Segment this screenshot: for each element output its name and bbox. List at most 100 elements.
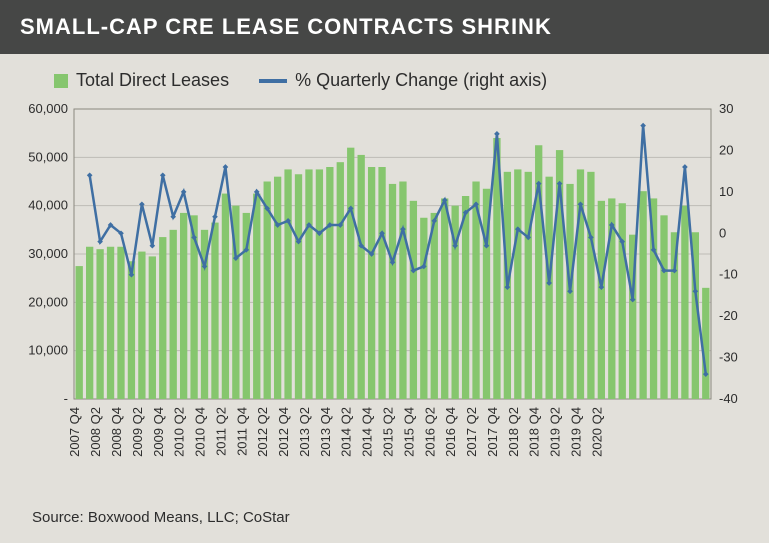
bar <box>525 172 532 399</box>
svg-text:2014 Q4: 2014 Q4 <box>360 407 375 457</box>
svg-text:2014 Q2: 2014 Q2 <box>339 407 354 457</box>
bar <box>128 261 135 399</box>
legend-label-bars: Total Direct Leases <box>76 70 229 91</box>
svg-text:2019 Q4: 2019 Q4 <box>568 407 583 457</box>
legend-label-line: % Quarterly Change (right axis) <box>295 70 547 91</box>
line-marker <box>149 243 155 249</box>
svg-text:2013 Q4: 2013 Q4 <box>318 407 333 457</box>
line-marker <box>223 164 229 170</box>
svg-text:2019 Q2: 2019 Q2 <box>548 407 563 457</box>
svg-text:2015 Q2: 2015 Q2 <box>381 407 396 457</box>
legend-swatch-line <box>259 79 287 83</box>
bar <box>305 169 312 399</box>
svg-text:-20: -20 <box>719 308 738 323</box>
bar <box>326 167 333 399</box>
bar <box>149 256 156 399</box>
svg-text:40,000: 40,000 <box>28 198 68 213</box>
svg-text:2012 Q2: 2012 Q2 <box>255 407 270 457</box>
bar <box>431 213 438 399</box>
line-marker <box>212 214 218 220</box>
svg-text:2010 Q4: 2010 Q4 <box>193 407 208 457</box>
svg-text:2017 Q2: 2017 Q2 <box>464 407 479 457</box>
bar <box>253 194 260 399</box>
bar <box>96 249 103 399</box>
bar <box>660 215 667 399</box>
bar <box>138 252 145 399</box>
bar <box>545 177 552 399</box>
svg-text:2011 Q4: 2011 Q4 <box>234 407 249 456</box>
svg-text:2011 Q2: 2011 Q2 <box>213 407 228 456</box>
source-text: Source: Boxwood Means, LLC; CoStar <box>32 509 757 526</box>
bar <box>462 196 469 399</box>
line-marker <box>682 164 688 170</box>
line-marker <box>640 123 646 129</box>
bar <box>211 223 218 399</box>
svg-text:2012 Q4: 2012 Q4 <box>276 407 291 457</box>
svg-text:2017 Q4: 2017 Q4 <box>485 407 500 457</box>
svg-text:10: 10 <box>719 184 733 199</box>
bar <box>337 162 344 399</box>
bar <box>347 148 354 399</box>
svg-text:-: - <box>64 391 68 406</box>
chart-container: Total Direct Leases % Quarterly Change (… <box>0 54 769 530</box>
svg-text:2020 Q2: 2020 Q2 <box>589 407 604 457</box>
svg-text:2009 Q4: 2009 Q4 <box>151 407 166 457</box>
legend: Total Direct Leases % Quarterly Change (… <box>54 70 729 91</box>
svg-text:60,000: 60,000 <box>28 101 68 116</box>
svg-text:0: 0 <box>719 225 726 240</box>
bar <box>639 191 646 399</box>
svg-text:2009 Q2: 2009 Q2 <box>130 407 145 457</box>
bar <box>180 213 187 399</box>
svg-text:2015 Q4: 2015 Q4 <box>401 407 416 457</box>
bar <box>316 169 323 399</box>
svg-text:2010 Q2: 2010 Q2 <box>172 407 187 457</box>
svg-text:10,000: 10,000 <box>28 343 68 358</box>
bar <box>619 203 626 399</box>
svg-text:20,000: 20,000 <box>28 294 68 309</box>
svg-text:-10: -10 <box>719 267 738 282</box>
svg-text:2016 Q2: 2016 Q2 <box>422 407 437 457</box>
chart-title: SMALL-CAP CRE LEASE CONTRACTS SHRINK <box>0 0 769 54</box>
bar <box>587 172 594 399</box>
bar <box>399 182 406 400</box>
bar <box>441 198 448 399</box>
bar <box>410 201 417 399</box>
bar <box>368 167 375 399</box>
legend-item-line: % Quarterly Change (right axis) <box>259 70 547 91</box>
svg-text:-40: -40 <box>719 391 738 406</box>
svg-text:2007 Q4: 2007 Q4 <box>67 407 82 457</box>
bar <box>222 194 229 399</box>
svg-text:2008 Q2: 2008 Q2 <box>88 407 103 457</box>
bar <box>295 174 302 399</box>
bar <box>681 206 688 399</box>
svg-text:2013 Q2: 2013 Q2 <box>297 407 312 457</box>
line-marker <box>139 201 145 207</box>
svg-text:30: 30 <box>719 101 733 116</box>
svg-text:30,000: 30,000 <box>28 246 68 261</box>
bar <box>378 167 385 399</box>
bar <box>170 230 177 399</box>
line-marker <box>160 172 166 178</box>
bar <box>514 169 521 399</box>
svg-text:2018 Q4: 2018 Q4 <box>527 407 542 457</box>
svg-text:20: 20 <box>719 142 733 157</box>
bar <box>284 169 291 399</box>
bar <box>86 247 93 399</box>
bar <box>159 237 166 399</box>
svg-text:2016 Q4: 2016 Q4 <box>443 407 458 457</box>
svg-text:50,000: 50,000 <box>28 149 68 164</box>
svg-text:2008 Q4: 2008 Q4 <box>109 407 124 457</box>
legend-swatch-bars <box>54 74 68 88</box>
line-marker <box>87 172 93 178</box>
bar <box>274 177 281 399</box>
bar <box>76 266 83 399</box>
bar <box>598 201 605 399</box>
bar <box>389 184 396 399</box>
legend-item-bars: Total Direct Leases <box>54 70 229 91</box>
svg-text:-30: -30 <box>719 350 738 365</box>
combo-chart: - 10,000 20,000 30,000 40,000 50,000 60,000 -40… <box>12 99 757 499</box>
bar <box>358 155 365 399</box>
bar <box>117 247 124 399</box>
line-marker <box>494 131 500 137</box>
bar <box>702 288 709 399</box>
